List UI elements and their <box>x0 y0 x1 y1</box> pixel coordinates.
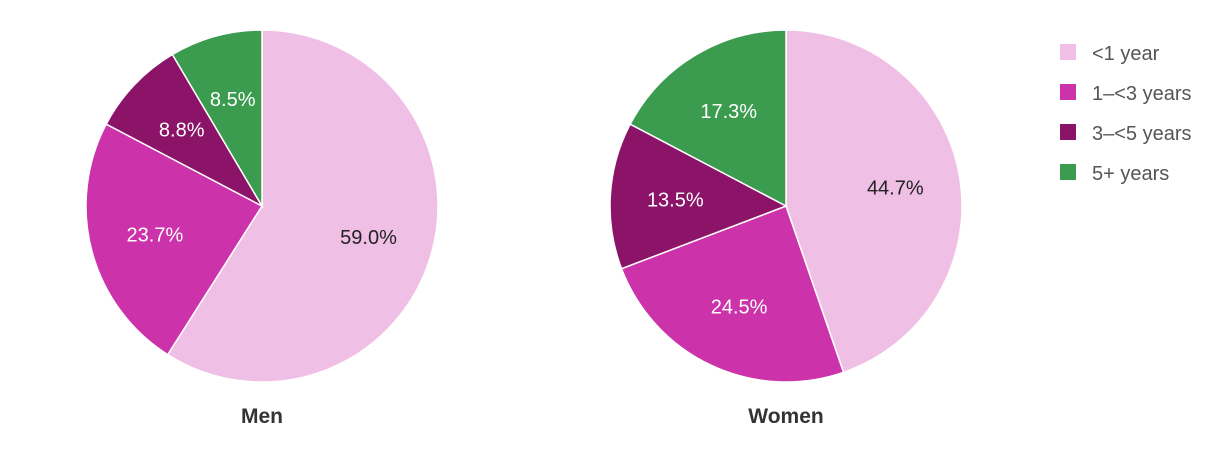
slice-label-men-3: 8.5% <box>210 89 256 111</box>
legend-swatch-3 <box>1060 164 1076 180</box>
legend-label-2: 3–<5 years <box>1092 123 1192 145</box>
pie-slice-women-3 <box>629 29 787 208</box>
pie-slice-women-0 <box>785 29 963 374</box>
legend-label-3: 5+ years <box>1092 163 1169 185</box>
pie-slice-men-1 <box>85 123 264 356</box>
slice-label-men-2: 8.8% <box>159 120 205 142</box>
slice-label-women-1: 24.5% <box>711 297 768 319</box>
legend-swatch-2 <box>1060 124 1076 140</box>
pie-slice-women-1 <box>620 205 845 383</box>
slice-label-women-3: 17.3% <box>700 101 757 123</box>
pie-chart-men: 59.0% 23.7% 8.8%8.5% <box>85 29 439 383</box>
pie-slice-men-0 <box>166 29 439 383</box>
pie-title-women: Women <box>748 405 823 428</box>
slice-label-men-0: 59.0% <box>340 227 397 249</box>
pie-title-men: Men <box>241 405 283 428</box>
pie-slice-men-2 <box>105 53 264 208</box>
slice-label-women-2: 13.5% <box>647 189 704 211</box>
pie-slice-men-3 <box>171 29 263 209</box>
legend-swatch-0 <box>1060 44 1076 60</box>
slice-label-men-1: 23.7% <box>127 225 184 247</box>
slice-label-women-0: 44.7% <box>867 178 924 200</box>
legend-swatch-1 <box>1060 84 1076 100</box>
legend-label-0: <1 year <box>1092 43 1160 65</box>
pie-slice-women-2 <box>609 123 788 270</box>
legend: <1 year 1–<3 years 3–<5 years 5+ years <box>1060 43 1192 185</box>
pie-chart-women: 44.7% 24.5% 13.5% 17.3% <box>609 29 963 383</box>
legend-label-1: 1–<3 years <box>1092 83 1192 105</box>
